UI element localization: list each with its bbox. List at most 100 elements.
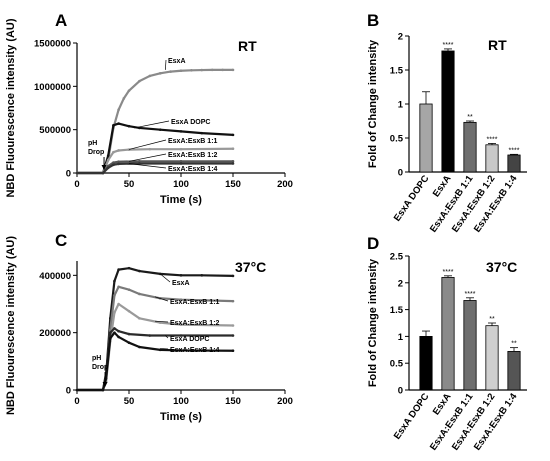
x-tick-label: 0 [74,396,79,407]
y-tick-label: 500000 [39,125,71,136]
series-point [148,334,152,337]
series-point [108,337,112,340]
series-point [117,329,120,333]
series-point [127,288,131,291]
condition-label: 37°C [235,259,266,275]
panel-d: D 37°C 0 0.5 1 1.5 2 2.5 Fold of Change intensit… [367,234,527,453]
series-point [169,70,172,73]
series-point [231,68,235,72]
panel-c: C 37°C 0 200000 400000 0 50 100 150 200 Time (s) NB… [5,231,293,423]
series-point [200,68,204,72]
series-point [112,124,115,127]
series-point [101,388,105,392]
series-label-esxa-esxb-1-1: EsxA:EsxB 1:1 [168,138,218,145]
y-tick-label: 1.5 [390,66,404,77]
condition-label: RT [488,37,507,53]
series-point [179,147,183,151]
y-tick-label: 400000 [39,271,71,282]
condition-label: 37°C [486,259,517,275]
series-point [231,147,235,151]
y-axis-title: Fold of Change intensity [367,39,379,168]
y-axis-title: NBD Fluourescence intensity (AU) [5,236,17,415]
series-point [158,72,162,75]
significance-marker: **** [443,269,454,276]
series-point [200,274,204,277]
series-label-esxa-esxb-1-2: EsxA:EsxB 1:2 [168,152,218,159]
y-tick-label: 2 [398,278,403,289]
series-point [231,334,235,337]
bar-esxa-esxb-1-4 [507,351,521,391]
series-point [158,128,162,131]
series-label-leader [128,153,167,162]
series-point [106,166,110,170]
series-point [108,331,112,334]
series-point [138,317,141,320]
series-point [117,108,120,112]
bar-esxa-esxb-1-1 [463,121,477,173]
x-tick-label: 50 [124,179,135,190]
bar-esxa [441,50,455,173]
series-point [113,311,116,314]
y-tick-label: 1.5 [390,305,404,316]
y-tick-label: 0 [66,169,71,180]
series-point [122,97,126,100]
series-point [179,274,183,277]
series-point [231,324,235,327]
series-point [113,294,116,297]
bar-esxa-dopc [419,103,433,173]
series-label-esxa-dopc: EsxA DOPC [171,119,210,126]
series-point [231,162,235,165]
bar-esxa-esxb-1-1 [463,300,477,391]
series-label-leader [160,348,169,350]
series-point [117,268,120,271]
series-label-leader [128,163,167,169]
series-label-leader [154,320,169,323]
series-point [138,79,141,83]
series-point [231,274,235,278]
series-label-esxa-dopc: EsxA DOPC [170,336,209,343]
panel-label: C [55,231,67,250]
ph-drop-arrowhead [101,165,107,170]
significance-marker: ** [489,316,495,323]
panel-a: A RT 0 500000 1000000 1500000 0 50 100 150 200 Time… [5,11,293,206]
bar-esxa [441,277,455,391]
series-point [158,348,162,352]
series-point [117,162,120,166]
x-tick-label: 100 [173,179,189,190]
x-category-label: EsxA DOPC [392,173,432,223]
series-point [117,335,120,339]
y-tick-label: 1 [398,100,404,111]
series-point [117,302,120,306]
series-label-leader [128,139,167,150]
series-point [179,160,183,163]
significance-marker: **** [509,147,520,154]
series-point [179,69,183,73]
series-point [127,124,131,128]
series-point [200,131,204,135]
x-tick-label: 100 [173,396,189,407]
series-label-esxa-esxb-1-4: EsxA:EsxB 1:4 [168,166,218,173]
bar-esxa-esxb-1-4 [507,154,521,173]
x-category-label: EsxA DOPC [392,391,432,441]
series-point [127,309,131,313]
x-axis-title: Time (s) [160,411,202,423]
y-tick-label: 2.5 [390,252,404,263]
series-point [231,160,235,163]
x-tick-label: 200 [277,179,293,190]
series-point [179,323,183,326]
y-tick-label: 0 [398,168,403,179]
series-point [210,68,214,72]
series-point [117,149,120,152]
series-point [179,130,183,133]
series-label-esxa-esxb-1-1: EsxA:EsxB 1:1 [170,299,220,306]
series-point [101,171,105,175]
series-label-leader [165,335,169,339]
series-point [158,321,162,324]
y-tick-label: 0 [398,386,403,397]
series-label-esxa-esxb-1-2: EsxA:EsxB 1:2 [170,320,220,327]
y-axis-title: Fold of Change intensity [367,258,379,387]
series-point [117,285,120,289]
series-point [148,74,152,78]
ph-drop-arrowhead [102,382,108,387]
